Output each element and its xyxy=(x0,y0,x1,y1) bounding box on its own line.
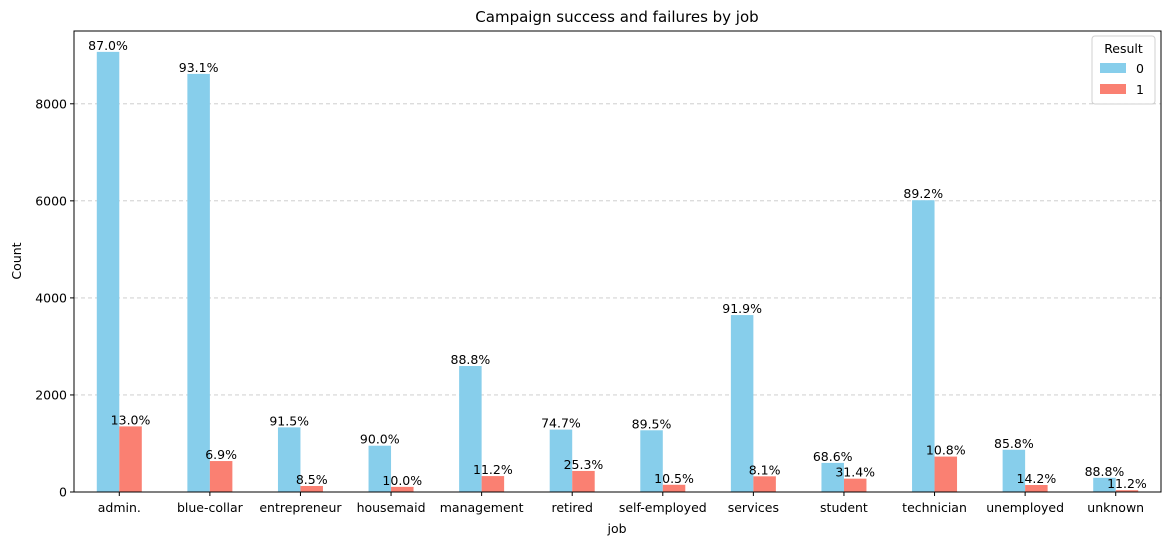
bar-series-0 xyxy=(730,315,754,492)
bar-series-1 xyxy=(119,426,142,492)
y-tick-label: 8000 xyxy=(35,96,67,111)
y-tick-label: 4000 xyxy=(35,290,67,305)
bar-data-label: 88.8% xyxy=(1085,464,1125,479)
bar-data-label: 85.8% xyxy=(994,436,1034,451)
bar-series-0 xyxy=(277,427,301,492)
bar-series-0 xyxy=(1002,449,1026,492)
bar-series-1 xyxy=(934,456,958,492)
bar-series-1 xyxy=(209,461,233,492)
bar-data-label: 91.9% xyxy=(722,301,762,316)
y-tick-label: 0 xyxy=(59,485,67,500)
bar-data-label: 87.0% xyxy=(88,38,128,53)
bar-series-0 xyxy=(96,51,120,493)
bar-series-1 xyxy=(481,476,505,492)
bar-data-label: 8.1% xyxy=(749,462,781,477)
bar-series-0 xyxy=(640,430,663,492)
bars xyxy=(96,51,1139,493)
x-axis-title: job xyxy=(606,521,626,536)
bar-series-1 xyxy=(1025,485,1048,492)
x-tick-label: unemployed xyxy=(986,500,1064,515)
bar-data-label: 89.2% xyxy=(903,186,943,201)
bar-data-label: 6.9% xyxy=(205,447,237,462)
bar-data-label: 10.8% xyxy=(926,443,966,458)
bar-data-label: 93.1% xyxy=(179,60,219,75)
x-tick-label: self-employed xyxy=(619,500,707,515)
bar-series-0 xyxy=(368,445,392,492)
x-tick-label: services xyxy=(728,500,779,515)
x-axis: admin. blue-collar entrepreneur housemaid ma… xyxy=(98,492,1144,515)
chart-title: Campaign success and failures by job xyxy=(475,8,758,26)
bar-series-1 xyxy=(662,484,686,492)
legend-swatch xyxy=(1100,63,1126,73)
bar-data-label: 11.2% xyxy=(473,462,513,477)
x-tick-label: entrepreneur xyxy=(259,500,342,515)
bar-data-label: 10.0% xyxy=(382,473,422,488)
bar-series-0 xyxy=(821,462,844,492)
legend-label: 1 xyxy=(1136,82,1144,97)
bar-data-label: 11.2% xyxy=(1107,476,1147,491)
bar-series-0 xyxy=(549,429,573,492)
legend-swatch xyxy=(1100,84,1126,94)
x-tick-label: management xyxy=(440,500,524,515)
bar-data-label: 68.6% xyxy=(813,449,853,464)
bar-series-1 xyxy=(753,476,776,492)
bar-data-label: 90.0% xyxy=(360,432,400,447)
y-axis: 0 2000 4000 6000 8000 xyxy=(35,96,74,500)
bar-series-1 xyxy=(843,478,867,492)
x-tick-label: unknown xyxy=(1087,500,1144,515)
legend-label: 0 xyxy=(1136,61,1144,76)
x-tick-label: retired xyxy=(551,500,592,515)
x-tick-label: admin. xyxy=(98,500,141,515)
bar-data-label: 74.7% xyxy=(541,416,581,431)
y-axis-title: Count xyxy=(9,242,24,279)
bar-series-1 xyxy=(300,485,323,492)
bar-data-label: 89.5% xyxy=(632,416,672,431)
bar-data-label: 13.0% xyxy=(111,412,151,427)
data-labels: 87.0% 13.0% 93.1% 6.9% 91.5% 8.5% 90.0% 10.0% 88… xyxy=(88,38,1147,491)
bar-data-label: 14.2% xyxy=(1017,471,1057,486)
bar-data-label: 10.5% xyxy=(654,471,694,486)
bar-data-label: 8.5% xyxy=(296,472,328,487)
y-tick-label: 6000 xyxy=(35,193,67,208)
bar-data-label: 31.4% xyxy=(835,465,875,480)
x-tick-label: student xyxy=(820,500,868,515)
bar-data-label: 88.8% xyxy=(451,352,491,367)
x-tick-label: blue-collar xyxy=(177,500,244,515)
bar-data-label: 25.3% xyxy=(564,457,604,472)
grid-lines xyxy=(74,103,1161,396)
bar-data-label: 91.5% xyxy=(269,413,309,428)
bar-series-0 xyxy=(459,366,482,492)
plot-area-frame xyxy=(73,30,1162,493)
legend-title: Result xyxy=(1104,41,1143,56)
x-tick-label: housemaid xyxy=(357,500,426,515)
y-tick-label: 2000 xyxy=(35,387,67,402)
bar-series-0 xyxy=(1093,477,1116,492)
x-tick-label: technician xyxy=(902,500,967,515)
bar-series-0 xyxy=(187,73,210,492)
bar-series-0 xyxy=(912,200,935,493)
bar-series-1 xyxy=(572,470,595,492)
legend: Result 0 1 xyxy=(1091,35,1156,105)
bar-series-1 xyxy=(391,486,414,492)
bar-series-1 xyxy=(1115,490,1139,492)
